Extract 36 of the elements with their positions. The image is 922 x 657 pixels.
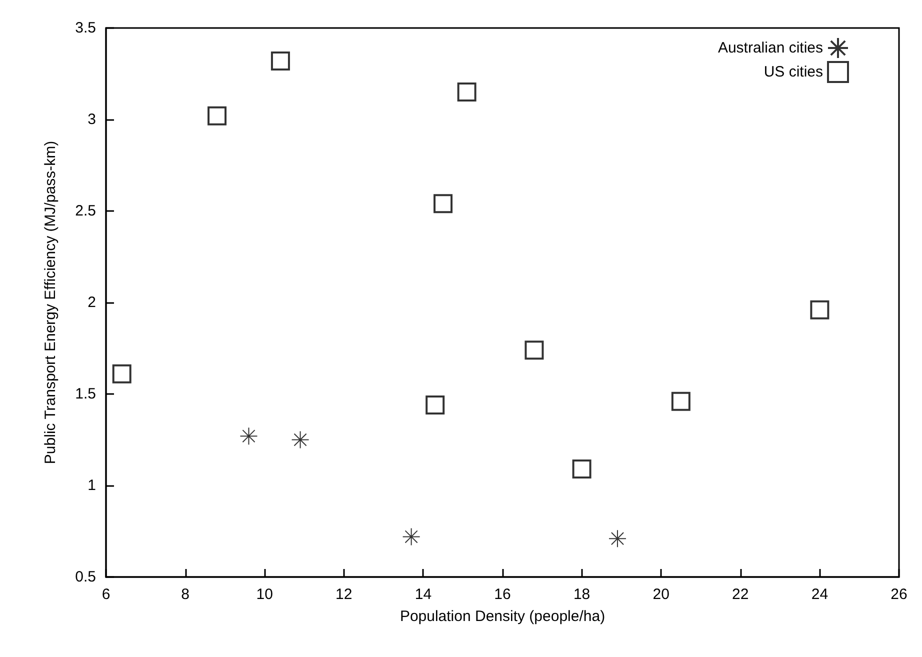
y-axis-title: Public Transport Energy Efficiency (MJ/pass-km)	[42, 140, 59, 464]
x-tick-label: 14	[414, 586, 432, 603]
point	[240, 427, 258, 446]
x-tick-label: 24	[811, 586, 828, 603]
x-tick-label: 12	[336, 586, 352, 603]
y-tick-label: 2.5	[75, 202, 96, 220]
point	[457, 82, 476, 102]
y-tick-label: 1	[88, 477, 96, 494]
legend-label: US cities	[764, 64, 823, 80]
point	[434, 194, 453, 214]
x-tick-label: 26	[890, 586, 908, 603]
y-tick-label: 2	[88, 294, 96, 311]
point	[572, 460, 592, 479]
point	[524, 340, 544, 360]
x-axis-title: Population Density (people/ha)	[400, 608, 606, 625]
point	[426, 395, 445, 414]
legend-label: Australian cities	[718, 40, 823, 56]
x-tick-label: 18	[573, 586, 590, 603]
y-tick-label: 3.5	[75, 20, 96, 36]
x-tick-label: 8	[181, 586, 190, 603]
point	[208, 106, 227, 126]
x-tick-label: 22	[732, 586, 749, 603]
point	[608, 530, 626, 548]
x-tick-label: 20	[652, 586, 670, 603]
point	[671, 392, 690, 411]
y-tick-label: 3	[88, 111, 96, 128]
point	[810, 300, 830, 320]
point	[112, 364, 132, 384]
x-tick-label: 10	[256, 586, 273, 603]
point	[291, 430, 310, 449]
x-tick-label: 16	[494, 586, 511, 603]
point	[270, 51, 290, 70]
y-tick-label: 0.5	[75, 568, 96, 586]
point	[402, 528, 420, 546]
x-tick-label: 6	[102, 586, 110, 603]
y-tick-label: 1.5	[75, 386, 96, 402]
